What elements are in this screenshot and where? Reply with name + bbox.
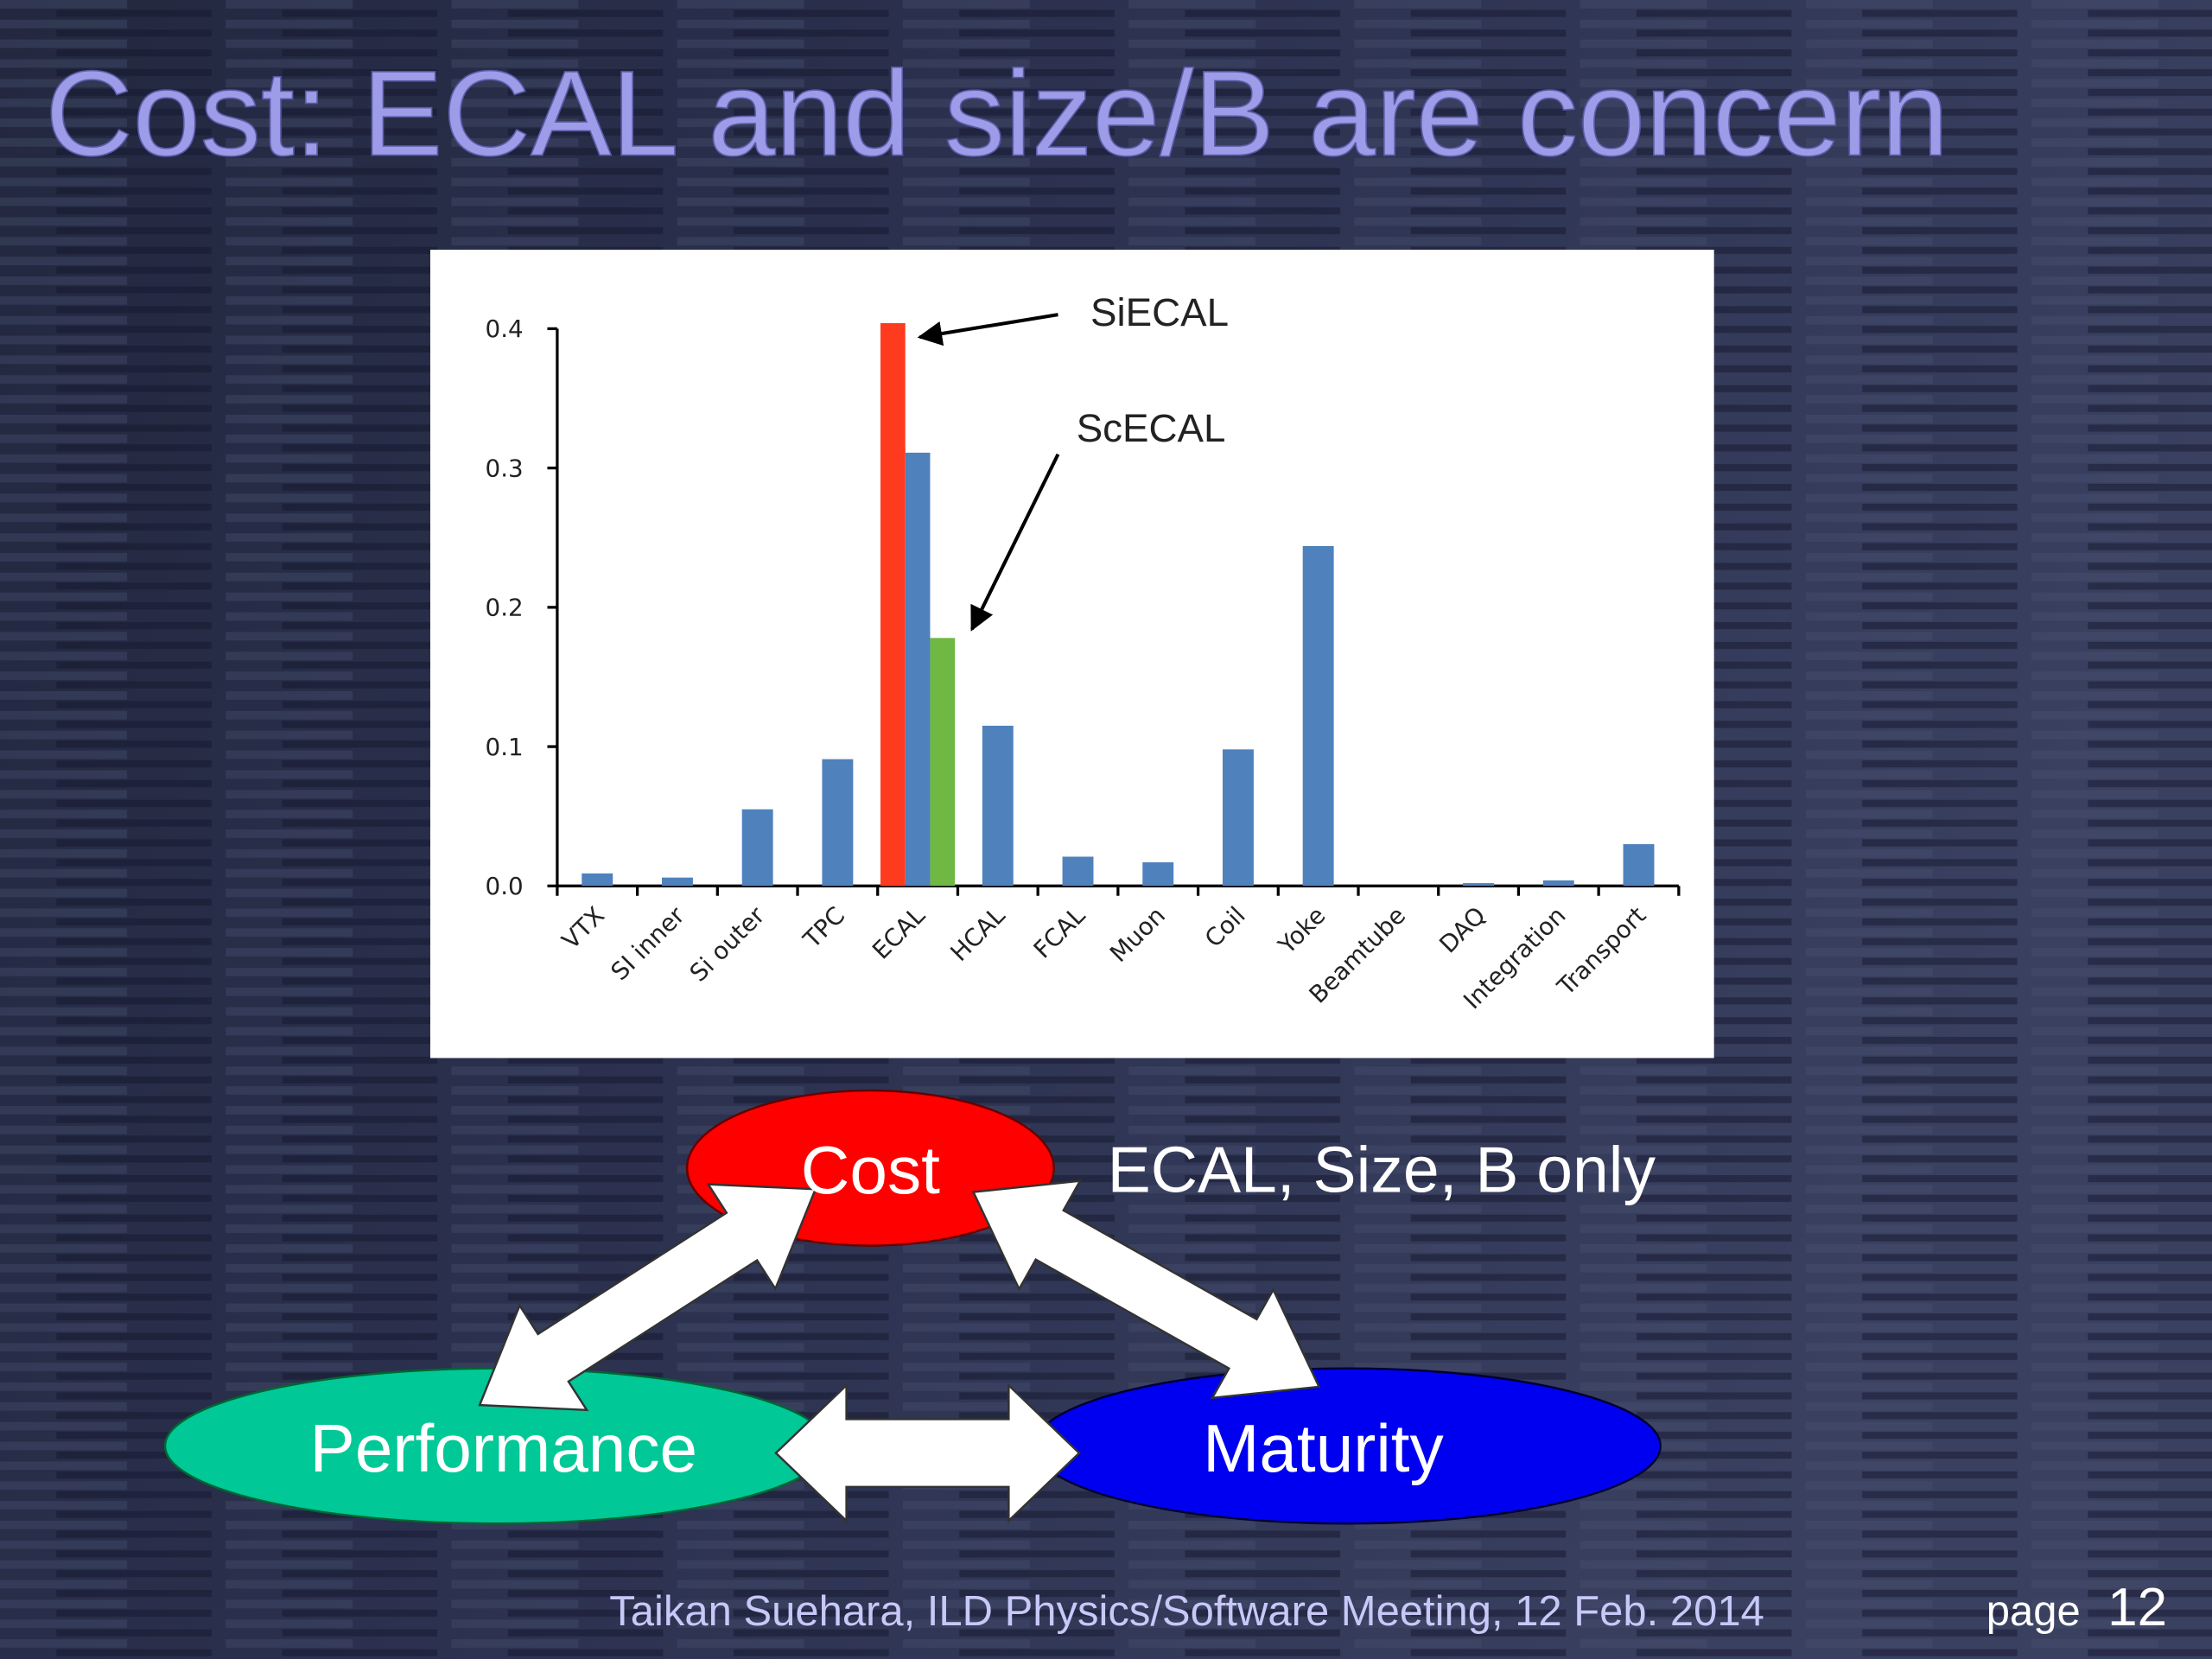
chart-panel bbox=[429, 249, 1714, 1058]
bar bbox=[1062, 856, 1094, 887]
bar bbox=[1142, 861, 1174, 887]
y-tick-label: 0.4 bbox=[486, 315, 524, 343]
slide-title: Cost: ECAL and size/B are concern bbox=[45, 46, 1948, 181]
bar bbox=[1302, 545, 1334, 887]
y-tick-label: 0.2 bbox=[486, 594, 524, 622]
annotation-arrow bbox=[917, 313, 1058, 346]
y-tick-label: 0.3 bbox=[486, 454, 524, 482]
bar bbox=[662, 877, 693, 887]
bar bbox=[1542, 880, 1574, 887]
bar bbox=[982, 725, 1014, 887]
bar bbox=[822, 759, 854, 887]
y-tick-label: 0.0 bbox=[486, 872, 524, 900]
node-label: Maturity bbox=[1203, 1410, 1444, 1486]
bar bbox=[1463, 883, 1495, 887]
page-label: page bbox=[1986, 1588, 2081, 1635]
bar bbox=[905, 452, 931, 887]
page-number: 12 bbox=[2107, 1578, 2167, 1637]
node-label: Performance bbox=[310, 1410, 698, 1486]
bar bbox=[1222, 749, 1254, 887]
diagram: Cost Performance Maturity ECAL, Size, B … bbox=[163, 1089, 1662, 1525]
annotation: SiECAL bbox=[1090, 290, 1229, 334]
y-tick-label: 0.1 bbox=[486, 733, 524, 761]
annotation-arrow bbox=[970, 453, 1060, 632]
annotation: ScECAL bbox=[1077, 406, 1226, 450]
diagram-note: ECAL, Size, B only bbox=[1108, 1134, 1656, 1206]
bar bbox=[880, 322, 906, 887]
node-label: Cost bbox=[801, 1132, 940, 1208]
bar bbox=[582, 873, 613, 887]
bar bbox=[930, 638, 956, 887]
double-arrow bbox=[774, 1382, 1081, 1523]
bar bbox=[1623, 843, 1655, 887]
bar bbox=[741, 809, 773, 887]
double-arrow bbox=[971, 1179, 1321, 1400]
double-arrow bbox=[478, 1183, 817, 1412]
footer-text: Taikan Suehara, ILD Physics/Software Mee… bbox=[609, 1588, 1764, 1635]
